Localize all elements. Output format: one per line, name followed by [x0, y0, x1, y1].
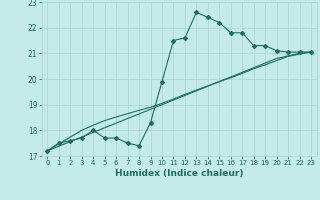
- X-axis label: Humidex (Indice chaleur): Humidex (Indice chaleur): [115, 169, 244, 178]
